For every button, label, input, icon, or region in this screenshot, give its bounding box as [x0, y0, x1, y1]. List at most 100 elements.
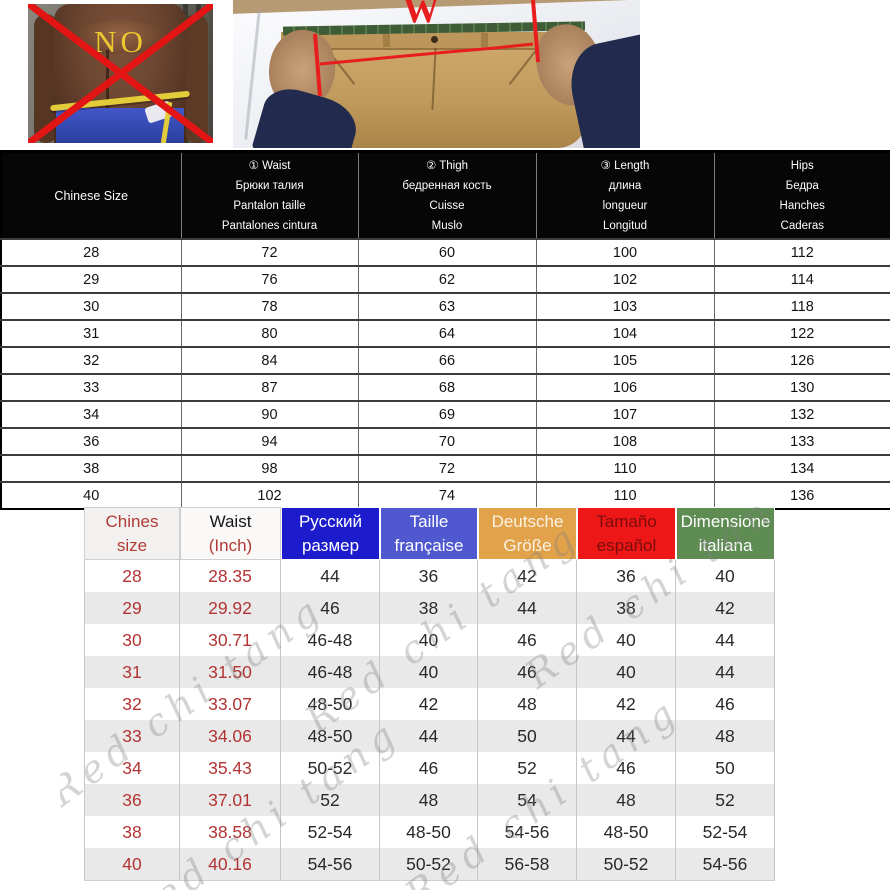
table-cell: 76 — [180, 265, 359, 294]
table-cell: 100 — [535, 238, 715, 267]
table-cell: 38 — [84, 816, 180, 848]
table-row: 31 31.50 46-48 40 46 40 44 — [84, 656, 775, 688]
table-cell: 32 — [0, 346, 182, 375]
table-cell: 33 — [0, 373, 182, 402]
table-cell: 54-56 — [676, 848, 775, 881]
cm-header-row: Chinese Size ① Waist Брюки талия Pantalon t… — [0, 151, 890, 240]
conversion-table-area: Chines size Waist (Inch) Русский размер Taille… — [60, 507, 775, 890]
table-row: 40 102 74 110 136 — [0, 481, 890, 510]
intl-header-cell: Chines size — [84, 507, 180, 560]
table-cell: 70 — [357, 427, 537, 456]
table-cell: 36 — [577, 560, 676, 592]
table-cell: 40 — [84, 848, 180, 881]
table-row: 34 90 69 107 132 — [0, 400, 890, 429]
table-cell: 122 — [713, 319, 890, 348]
table-cell: 46 — [478, 624, 577, 656]
intl-header-cell: Deutsche Größe — [478, 507, 577, 560]
table-cell: 46 — [478, 656, 577, 688]
table-cell: 29 — [0, 265, 182, 294]
table-cell: 102 — [535, 265, 715, 294]
table-cell: 126 — [713, 346, 890, 375]
cm-table-head: Chinese Size ① Waist Брюки талия Pantalon t… — [0, 151, 890, 240]
cm-body: 28 72 60 100 112 29 76 62 102 114 30 78 63 103 118 31 80… — [0, 238, 890, 510]
table-cell: 84 — [180, 346, 359, 375]
table-cell: 114 — [713, 265, 890, 294]
table-cell: 29 — [84, 592, 180, 624]
cm-header-cell: ③ Length длина longueur Longitud — [535, 151, 715, 240]
table-cell: 42 — [676, 592, 775, 624]
table-row: 33 87 68 106 130 — [0, 373, 890, 402]
table-cell: 40 — [676, 560, 775, 592]
intl-header-cell: Dimensione italiana — [676, 507, 775, 560]
table-row: 36 37.01 52 48 54 48 52 — [84, 784, 775, 816]
table-cell: 72 — [357, 454, 537, 483]
table-cell: 31.50 — [180, 656, 281, 688]
cm-header-cell: ① Waist Брюки талия Pantalon taille Pantalo… — [180, 151, 359, 240]
table-cell: 74 — [357, 481, 537, 510]
table-cell: 50-52 — [281, 752, 380, 784]
table-row: 38 98 72 110 134 — [0, 454, 890, 483]
table-cell: 28 — [0, 238, 182, 267]
table-cell: 118 — [713, 292, 890, 321]
intl-body: 28 28.35 44 36 42 36 40 29 29.92 46 38 44 38 42 30 30.7… — [84, 560, 775, 881]
table-cell: 36 — [84, 784, 180, 816]
intl-size-table: Chines size Waist (Inch) Русский размер Taille… — [84, 507, 775, 881]
table-cell: 104 — [535, 319, 715, 348]
table-row: 34 35.43 50-52 46 52 46 50 — [84, 752, 775, 784]
table-cell: 102 — [180, 481, 359, 510]
table-cell: 28.35 — [180, 560, 281, 592]
table-cell: 52-54 — [281, 816, 380, 848]
table-cell: 54-56 — [281, 848, 380, 881]
table-cell: 48-50 — [281, 720, 380, 752]
table-cell: 46-48 — [281, 656, 380, 688]
table-cell: 40 — [577, 624, 676, 656]
table-cell: 40 — [577, 656, 676, 688]
table-cell: 34 — [0, 400, 182, 429]
intl-header-row: Chines size Waist (Inch) Русский размер Taille… — [84, 507, 775, 560]
table-cell: 46 — [676, 688, 775, 720]
table-cell: 107 — [535, 400, 715, 429]
intl-header-cell: Waist (Inch) — [180, 507, 281, 560]
table-cell: 50-52 — [577, 848, 676, 881]
table-row: 38 38.58 52-54 48-50 54-56 48-50 52-54 — [84, 816, 775, 848]
table-cell: 90 — [180, 400, 359, 429]
table-row: 33 34.06 48-50 44 50 44 48 — [84, 720, 775, 752]
table-cell: 63 — [357, 292, 537, 321]
table-cell: 31 — [84, 656, 180, 688]
table-cell: 106 — [535, 373, 715, 402]
table-cell: 50-52 — [380, 848, 478, 881]
table-cell: 98 — [180, 454, 359, 483]
w-label: W — [403, 0, 439, 30]
table-cell: 36 — [380, 560, 478, 592]
table-cell: 80 — [180, 319, 359, 348]
intl-table-head: Chines size Waist (Inch) Русский размер Taille… — [84, 507, 775, 560]
table-cell: 48-50 — [577, 816, 676, 848]
table-cell: 69 — [357, 400, 537, 429]
table-cell: 46 — [281, 592, 380, 624]
table-cell: 52 — [478, 752, 577, 784]
cm-header-cell: Hips Бедра Hanches Caderas — [713, 151, 890, 240]
table-cell: 110 — [535, 454, 715, 483]
table-cell: 50 — [676, 752, 775, 784]
table-cell: 37.01 — [180, 784, 281, 816]
table-cell: 44 — [478, 592, 577, 624]
table-cell: 48 — [380, 784, 478, 816]
belt-loop — [383, 33, 390, 47]
table-cell: 34.06 — [180, 720, 281, 752]
table-row: 28 72 60 100 112 — [0, 238, 890, 267]
table-row: 29 76 62 102 114 — [0, 265, 890, 294]
table-cell: 48-50 — [281, 688, 380, 720]
table-cell: 44 — [676, 624, 775, 656]
table-cell: 54-56 — [478, 816, 577, 848]
table-cell: 136 — [713, 481, 890, 510]
table-row: 28 28.35 44 36 42 36 40 — [84, 560, 775, 592]
table-cell: 52 — [281, 784, 380, 816]
table-row: 31 80 64 104 122 — [0, 319, 890, 348]
table-cell: 30 — [0, 292, 182, 321]
table-cell: 42 — [577, 688, 676, 720]
table-cell: 30.71 — [180, 624, 281, 656]
table-row: 40 40.16 54-56 50-52 56-58 50-52 54-56 — [84, 848, 775, 881]
table-cell: 30 — [84, 624, 180, 656]
pants-button — [431, 36, 438, 43]
